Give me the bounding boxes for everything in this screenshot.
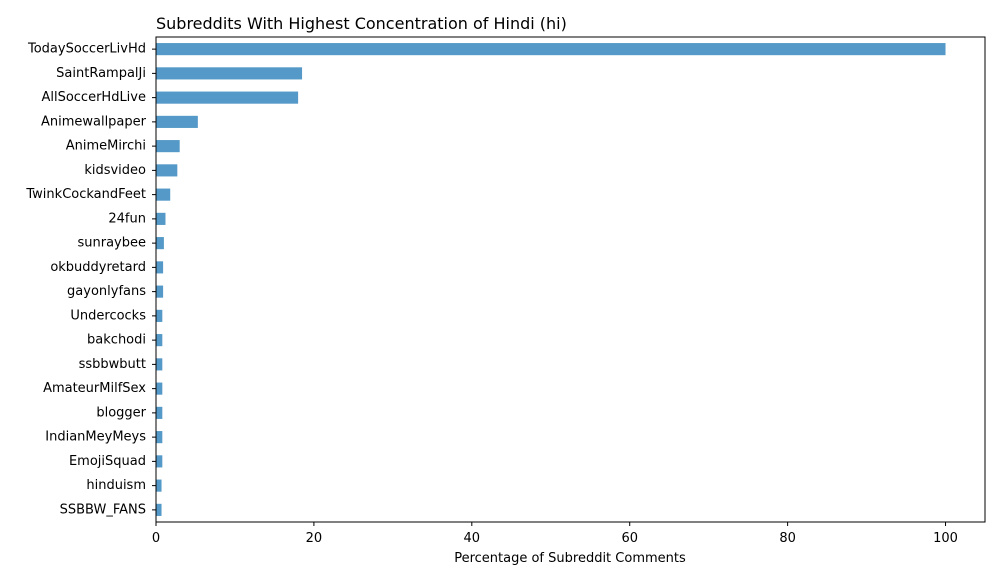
bar-indianmeymeys xyxy=(156,431,163,444)
bar-todaysoccerlivhd xyxy=(156,43,946,56)
category-label-undercocks: Undercocks xyxy=(70,308,146,323)
bar-undercocks xyxy=(156,309,163,322)
plot-frame xyxy=(155,36,986,523)
bar-allsoccerhdlive xyxy=(156,91,299,104)
bar-ssbbwbutt xyxy=(156,358,163,371)
x-tick-label: 20 xyxy=(306,531,323,546)
bar-hinduism xyxy=(156,479,162,492)
category-label-hinduism: hinduism xyxy=(86,478,146,493)
chart-title: Subreddits With Highest Concentration of… xyxy=(156,14,567,33)
bar-bakchodi xyxy=(156,334,163,347)
category-label-animewallpaper: Animewallpaper xyxy=(41,114,147,129)
category-label-kidsvideo: kidsvideo xyxy=(84,163,146,178)
bar-ssbbw-fans xyxy=(156,503,162,516)
bar-gayonlyfans xyxy=(156,285,164,298)
bar-sunraybee xyxy=(156,237,164,250)
bar-twinkcockandfeet xyxy=(156,188,171,201)
bar-animewallpaper xyxy=(156,115,198,128)
bar-animemirchi xyxy=(156,140,180,153)
category-label-animemirchi: AnimeMirchi xyxy=(66,139,146,154)
x-axis-ticks: 0 20 40 60 80 100 xyxy=(152,522,958,546)
x-tick-label: 80 xyxy=(779,531,796,546)
x-axis-label: Percentage of Subreddit Comments xyxy=(454,551,686,566)
category-label-ssbbw-fans: SSBBW_FANS xyxy=(60,502,146,517)
bar-kidsvideo xyxy=(156,164,178,177)
category-label-bakchodi: bakchodi xyxy=(87,333,146,348)
bar-saintrampalji xyxy=(156,67,303,80)
category-label-emojisquad: EmojiSquad xyxy=(69,454,146,469)
x-tick-label: 100 xyxy=(933,531,958,546)
category-label-saintrampalji: SaintRampalJi xyxy=(56,66,146,81)
bar-emojisquad xyxy=(156,455,163,468)
category-label-sunraybee: sunraybee xyxy=(77,236,146,251)
category-label-gayonlyfans: gayonlyfans xyxy=(67,284,146,299)
category-label-ssbbwbutt: ssbbwbutt xyxy=(79,357,146,372)
x-tick-label: 60 xyxy=(621,531,638,546)
x-tick-label: 40 xyxy=(464,531,481,546)
category-label-blogger: blogger xyxy=(96,405,146,420)
category-label-allsoccerhdlive: AllSoccerHdLive xyxy=(41,90,146,105)
category-label-twinkcockandfeet: TwinkCockandFeet xyxy=(25,187,146,202)
bar-amateurmilfsex xyxy=(156,382,163,395)
category-label-amateurmilfsex: AmateurMilfSex xyxy=(43,381,146,396)
category-label-todaysoccerlivhd: TodaySoccerLivHd xyxy=(27,42,146,57)
bar-24fun xyxy=(156,212,166,225)
bar-okbuddyretard xyxy=(156,261,164,274)
category-label-24fun: 24fun xyxy=(108,211,146,226)
x-tick-label: 0 xyxy=(152,531,160,546)
category-label-okbuddyretard: okbuddyretard xyxy=(50,260,146,275)
category-label-indianmeymeys: IndianMeyMeys xyxy=(45,430,146,445)
category-labels: TodaySoccerLivHd SaintRampalJi AllSoccerHd… xyxy=(25,42,156,517)
bar-group xyxy=(156,43,946,516)
bar-blogger xyxy=(156,406,163,419)
